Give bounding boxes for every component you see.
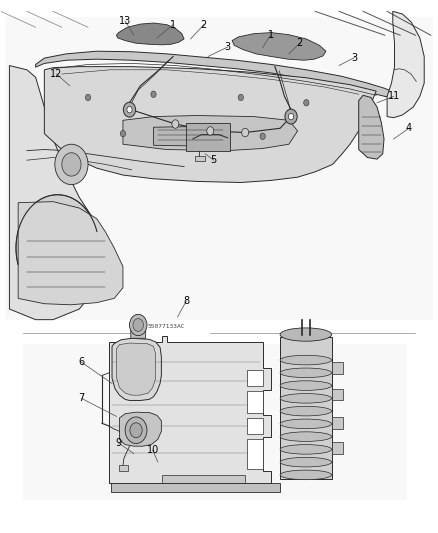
FancyBboxPatch shape [120, 465, 128, 471]
Polygon shape [359, 95, 384, 159]
FancyBboxPatch shape [332, 417, 343, 429]
Polygon shape [162, 475, 245, 483]
Polygon shape [111, 483, 280, 492]
Circle shape [304, 100, 309, 106]
Text: 1: 1 [268, 30, 274, 41]
Ellipse shape [280, 445, 332, 454]
Polygon shape [120, 412, 161, 446]
FancyBboxPatch shape [332, 389, 343, 400]
Polygon shape [117, 343, 155, 395]
Polygon shape [35, 51, 394, 98]
FancyBboxPatch shape [247, 439, 263, 469]
Text: 11: 11 [388, 91, 400, 101]
FancyBboxPatch shape [332, 442, 343, 454]
Text: 12: 12 [50, 69, 63, 79]
Polygon shape [387, 11, 424, 118]
Polygon shape [117, 23, 184, 45]
Circle shape [62, 153, 81, 176]
FancyBboxPatch shape [247, 370, 263, 386]
Ellipse shape [280, 393, 332, 403]
Circle shape [133, 319, 144, 332]
Ellipse shape [280, 356, 332, 365]
Circle shape [172, 120, 179, 128]
Text: 5: 5 [211, 155, 217, 165]
Polygon shape [18, 201, 123, 305]
Text: 3: 3 [225, 42, 231, 52]
Polygon shape [16, 195, 97, 264]
FancyBboxPatch shape [332, 362, 343, 374]
FancyBboxPatch shape [247, 418, 263, 434]
FancyBboxPatch shape [195, 156, 205, 161]
Circle shape [120, 131, 126, 137]
FancyBboxPatch shape [22, 344, 407, 500]
Text: 2: 2 [297, 38, 303, 48]
Text: 2: 2 [201, 20, 207, 30]
Text: 7: 7 [78, 393, 85, 403]
Ellipse shape [280, 381, 332, 390]
Ellipse shape [280, 368, 332, 377]
Polygon shape [123, 116, 297, 151]
Polygon shape [10, 66, 106, 320]
Polygon shape [131, 326, 146, 338]
Ellipse shape [280, 419, 332, 429]
Polygon shape [112, 338, 161, 400]
Circle shape [238, 94, 244, 101]
Circle shape [260, 133, 265, 140]
Circle shape [130, 314, 147, 336]
Text: 8: 8 [183, 296, 189, 306]
Polygon shape [153, 126, 228, 147]
Circle shape [285, 109, 297, 124]
Text: 55077133AC: 55077133AC [148, 324, 185, 329]
Circle shape [151, 91, 156, 98]
Circle shape [207, 127, 214, 135]
FancyBboxPatch shape [186, 123, 230, 151]
Text: 10: 10 [146, 445, 159, 455]
Circle shape [127, 107, 132, 113]
Text: 13: 13 [119, 16, 131, 26]
FancyBboxPatch shape [247, 391, 263, 413]
FancyBboxPatch shape [5, 17, 433, 320]
Polygon shape [109, 336, 272, 483]
Circle shape [124, 102, 136, 117]
Ellipse shape [280, 406, 332, 416]
Circle shape [85, 94, 91, 101]
Polygon shape [232, 33, 326, 60]
Circle shape [242, 128, 249, 137]
Circle shape [125, 417, 147, 443]
Ellipse shape [280, 470, 332, 480]
Polygon shape [44, 67, 376, 182]
Text: 6: 6 [78, 357, 85, 367]
Text: 9: 9 [116, 438, 122, 448]
FancyBboxPatch shape [280, 337, 332, 479]
Circle shape [288, 114, 293, 120]
Ellipse shape [280, 432, 332, 441]
Text: 1: 1 [170, 20, 176, 30]
Text: 4: 4 [406, 123, 412, 133]
Ellipse shape [280, 457, 332, 467]
Text: 3: 3 [351, 53, 357, 62]
Circle shape [130, 423, 142, 438]
Ellipse shape [280, 328, 332, 341]
Circle shape [55, 144, 88, 184]
